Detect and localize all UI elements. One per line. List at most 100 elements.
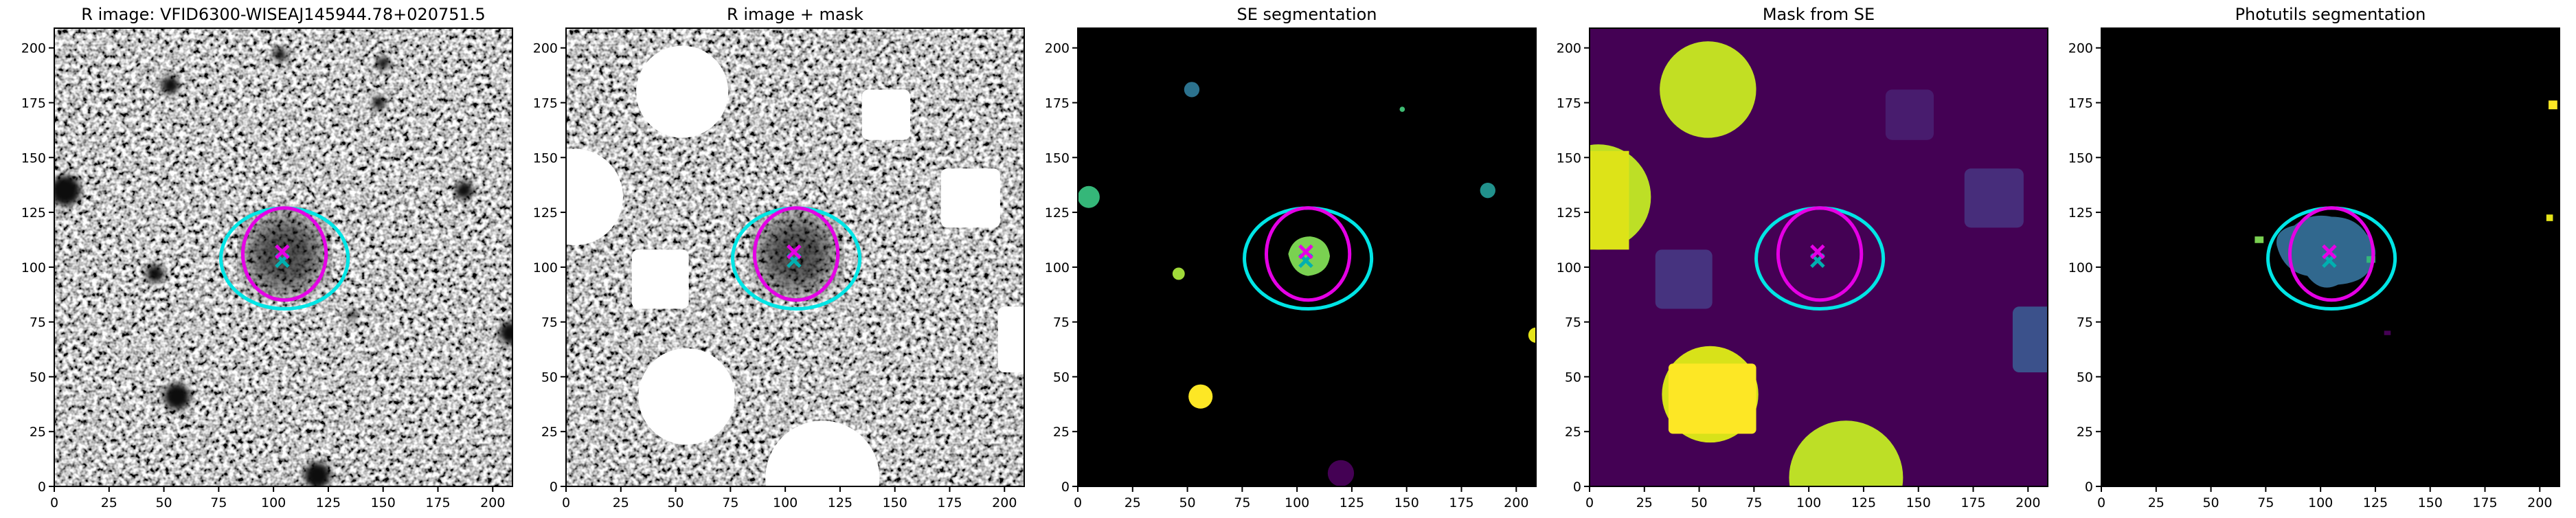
- aperture: [240, 206, 328, 302]
- y-tick-label: 175: [21, 96, 46, 111]
- y-tick-label: 200: [2068, 41, 2093, 56]
- x-tick-label: 50: [1691, 495, 1707, 510]
- y-tick-label: 200: [1557, 41, 1581, 56]
- x-tick-label: 75: [2257, 495, 2274, 510]
- mask-region: [2012, 306, 2048, 373]
- x-tick-label: 125: [316, 495, 341, 510]
- x-tick-label: 0: [562, 495, 570, 510]
- segment: [2255, 236, 2264, 243]
- mask-region: [1655, 249, 1713, 309]
- axes-frame: [1077, 27, 1537, 487]
- y-tick-label: 125: [1557, 205, 1581, 221]
- y-tick-label: 150: [1557, 150, 1581, 166]
- x-tick-label: 25: [2148, 495, 2165, 510]
- segment: [2366, 256, 2375, 263]
- x-tick-label: 100: [773, 495, 798, 510]
- x-tick-label: 0: [50, 495, 58, 510]
- mask-region: [1660, 41, 1756, 138]
- x-tick-label: 100: [2308, 495, 2333, 510]
- y-tick-label: 200: [1045, 41, 1070, 56]
- y-tick-label: 0: [38, 480, 46, 495]
- aperture: [752, 206, 840, 302]
- x-tick-label: 200: [480, 495, 505, 510]
- center-marker: [2322, 244, 2337, 260]
- x-tick-label: 50: [1179, 495, 1195, 510]
- y-tick-label: 75: [1565, 315, 1581, 330]
- y-tick-label: 150: [2068, 150, 2093, 166]
- x-tick-label: 75: [722, 495, 738, 510]
- y-tick-label: 75: [1053, 315, 1070, 330]
- x-tick-label: 25: [1636, 495, 1653, 510]
- x-tick-label: 150: [2418, 495, 2443, 510]
- center-marker: [1298, 244, 1313, 260]
- y-tick-label: 175: [1045, 96, 1070, 111]
- x-tick-label: 25: [101, 495, 117, 510]
- mask-region: [1590, 150, 1629, 250]
- segment: [1480, 182, 1495, 199]
- segment: [1528, 327, 1537, 343]
- x-tick-label: 100: [1285, 495, 1309, 510]
- segment: [1172, 267, 1185, 280]
- y-tick-label: 125: [21, 205, 46, 221]
- x-tick-label: 50: [2202, 495, 2219, 510]
- panel-title: Mask from SE: [1763, 5, 1875, 24]
- panel-title: R image: VFID6300-WISEAJ145944.78+020751…: [81, 5, 485, 24]
- x-tick-label: 125: [2363, 495, 2388, 510]
- y-tick-label: 50: [1053, 370, 1070, 385]
- x-tick-label: 25: [613, 495, 629, 510]
- segment: [1184, 82, 1200, 98]
- axes-frame: [2101, 27, 2560, 487]
- y-tick-label: 150: [21, 150, 46, 166]
- image-panel: [54, 27, 513, 486]
- x-tick-label: 125: [828, 495, 852, 510]
- y-tick-label: 75: [2077, 315, 2093, 330]
- y-tick-label: 25: [541, 425, 558, 440]
- segment: [2384, 330, 2391, 335]
- y-tick-label: 200: [21, 41, 46, 56]
- y-tick-label: 100: [2068, 260, 2093, 275]
- x-tick-label: 125: [1340, 495, 1364, 510]
- image-panel: [1590, 27, 2048, 486]
- x-tick-label: 125: [1851, 495, 1876, 510]
- mask-region: [1668, 363, 1756, 434]
- dark-sources: [54, 47, 513, 486]
- segment: [1399, 106, 1405, 112]
- x-tick-label: 200: [992, 495, 1017, 510]
- y-tick-label: 50: [2077, 370, 2093, 385]
- x-tick-label: 0: [1585, 495, 1594, 510]
- aperture: [1776, 206, 1864, 302]
- axes-frame: [565, 27, 1025, 487]
- y-tick-label: 175: [2068, 96, 2093, 111]
- aperture: [1264, 206, 1352, 302]
- y-tick-label: 150: [1045, 150, 1070, 166]
- mask-region: [1964, 168, 2024, 228]
- axes-frame: [1589, 27, 2048, 487]
- mask-region: [1789, 420, 1903, 486]
- panel-title: R image + mask: [727, 5, 863, 24]
- segment: [1188, 384, 1213, 409]
- y-tick-label: 100: [1045, 260, 1070, 275]
- y-tick-label: 0: [1061, 480, 1070, 495]
- y-tick-label: 100: [1557, 260, 1581, 275]
- segment: [2546, 214, 2553, 221]
- y-tick-label: 175: [1557, 96, 1581, 111]
- x-tick-label: 100: [1796, 495, 1821, 510]
- x-tick-label: 175: [425, 495, 450, 510]
- y-tick-label: 50: [1565, 370, 1581, 385]
- x-tick-label: 150: [1394, 495, 1419, 510]
- y-tick-label: 175: [533, 96, 558, 111]
- x-tick-label: 200: [2527, 495, 2552, 510]
- y-tick-label: 0: [2085, 480, 2093, 495]
- y-tick-label: 100: [21, 260, 46, 275]
- y-tick-label: 125: [2068, 205, 2093, 221]
- x-tick-label: 25: [1125, 495, 1141, 510]
- y-tick-label: 100: [533, 260, 558, 275]
- x-tick-label: 175: [1961, 495, 1985, 510]
- x-tick-label: 150: [1906, 495, 1931, 510]
- y-tick-label: 75: [541, 315, 558, 330]
- x-tick-label: 75: [1234, 495, 1250, 510]
- panel-title: Photutils segmentation: [2235, 5, 2426, 24]
- y-tick-label: 25: [30, 425, 46, 440]
- y-tick-label: 0: [1573, 480, 1581, 495]
